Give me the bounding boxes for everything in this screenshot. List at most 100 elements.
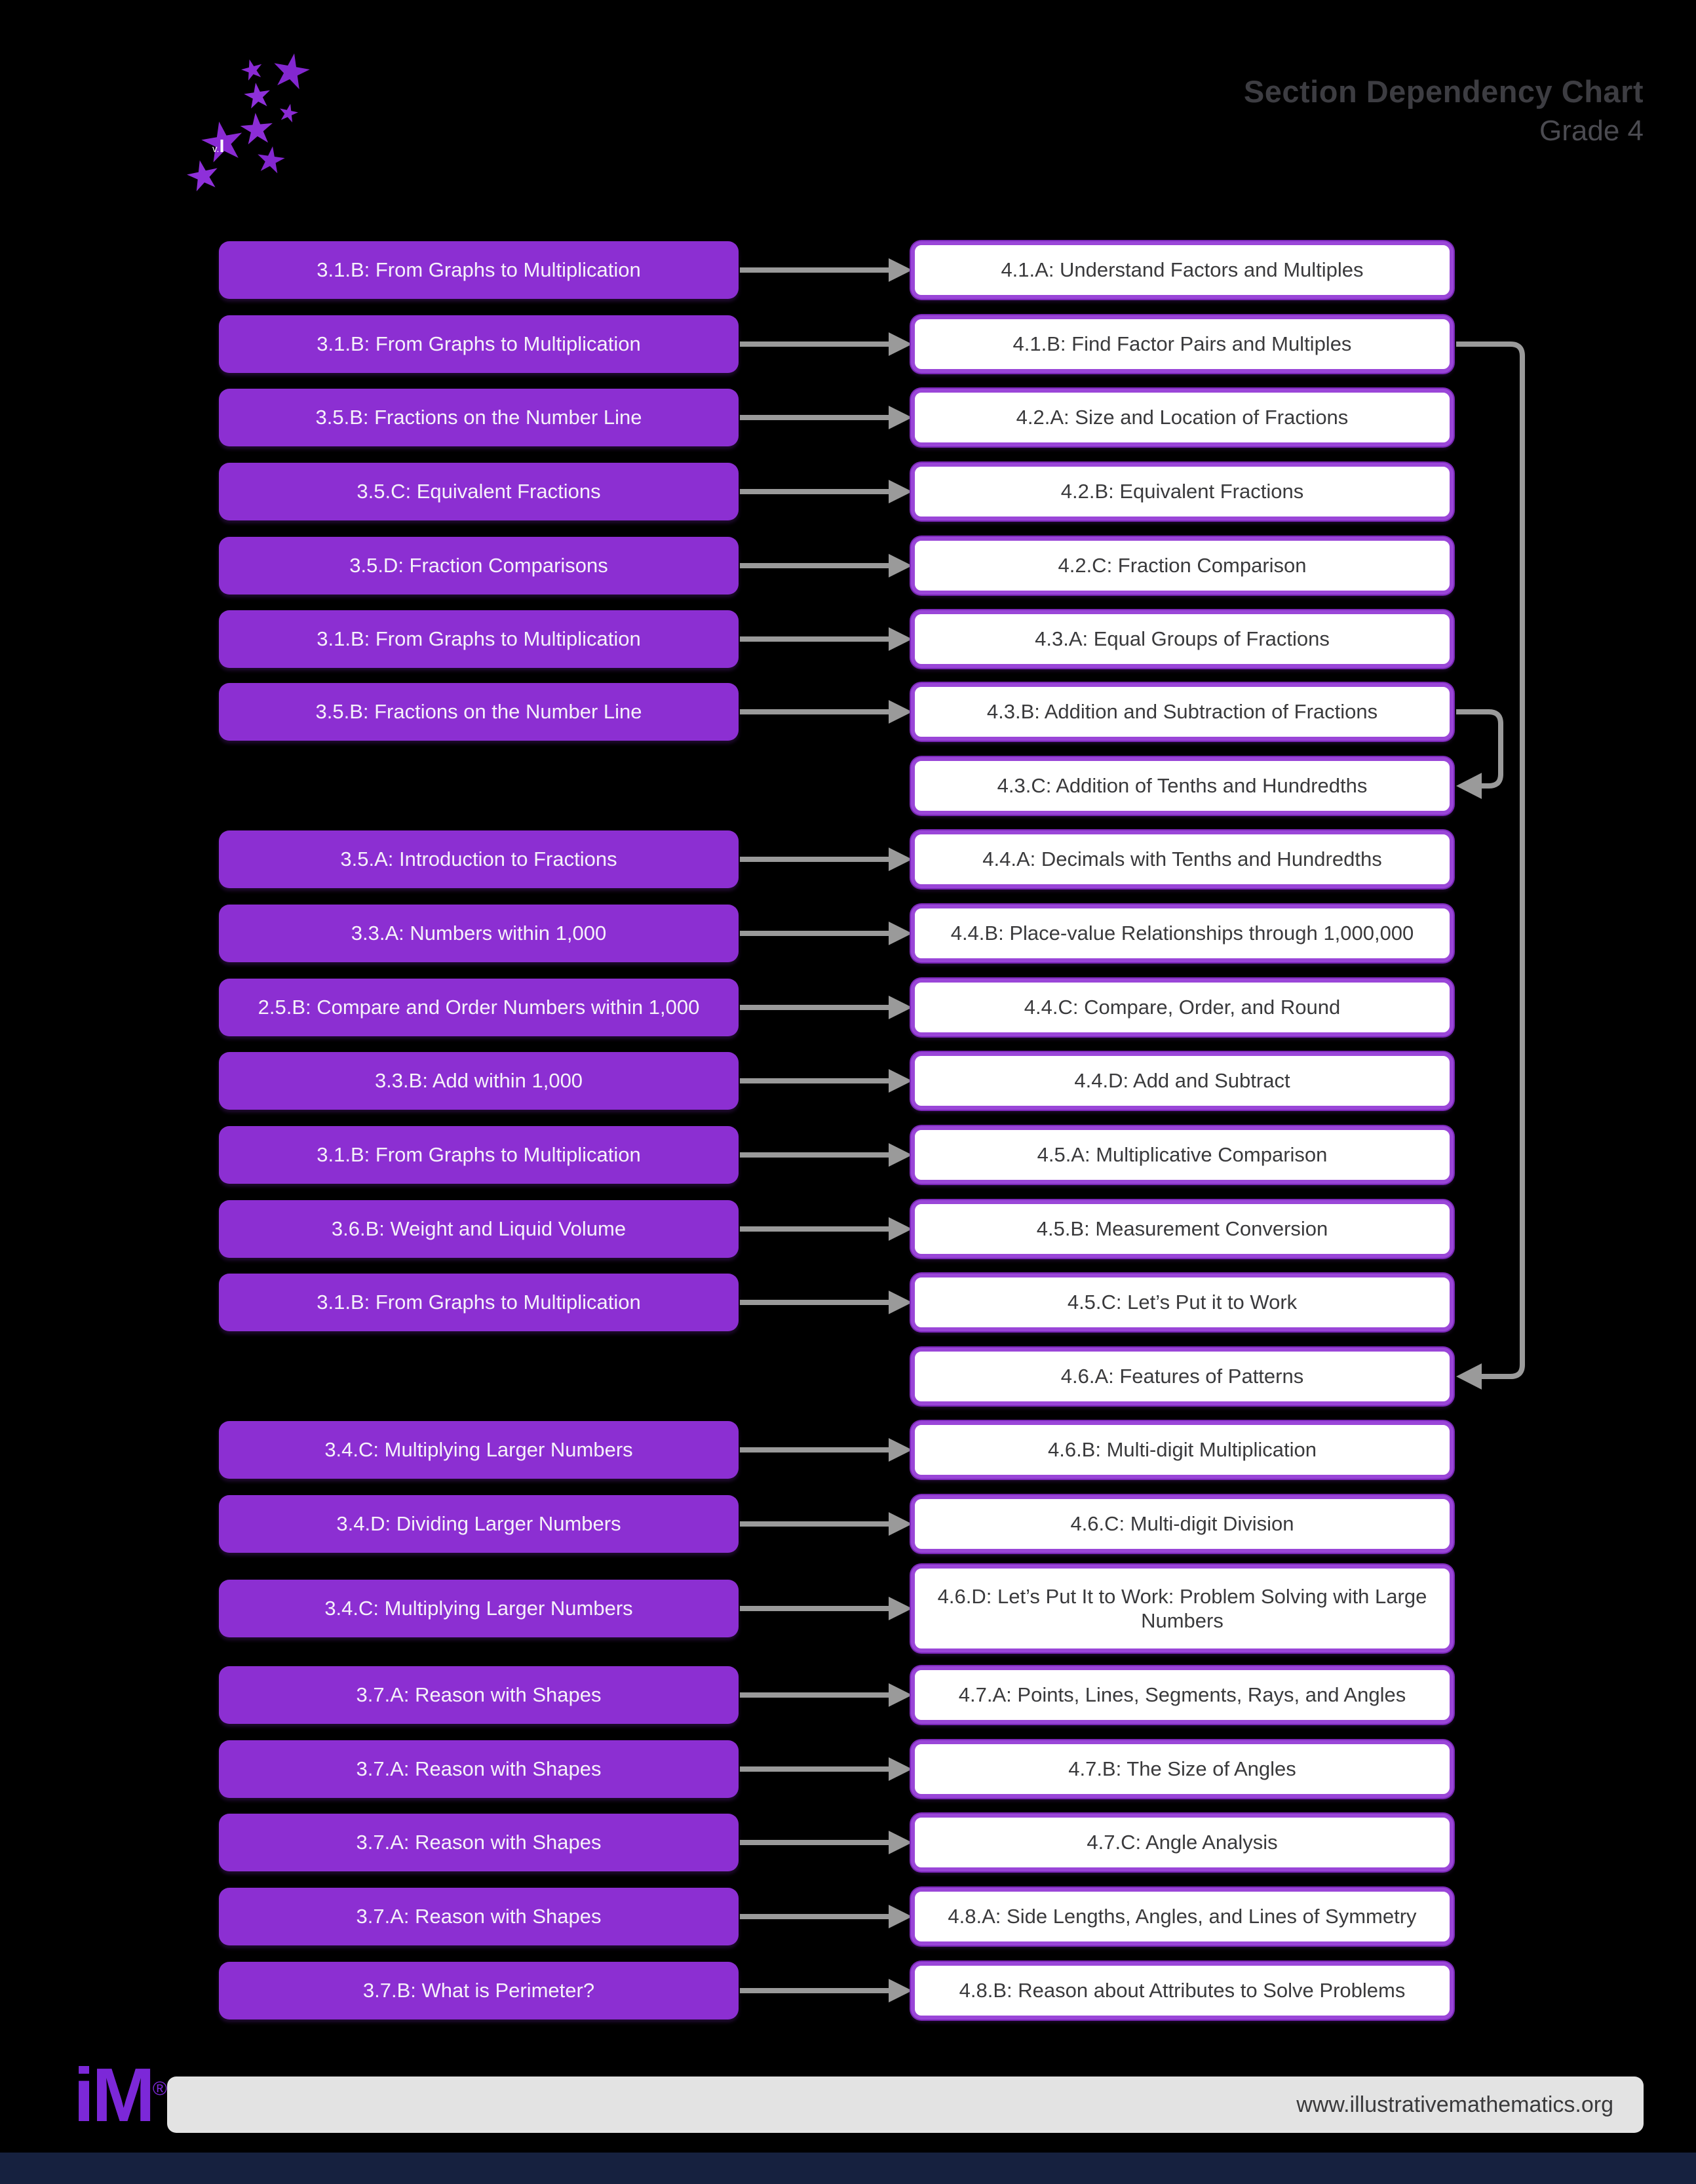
source-section-box: 3.5.B: Fractions on the Number Line	[219, 683, 739, 741]
target-section-label: 4.6.B: Multi-digit Multiplication	[1047, 1438, 1317, 1462]
target-section-box: 4.7.C: Angle Analysis	[911, 1814, 1454, 1871]
source-section-box: 2.5.B: Compare and Order Numbers within …	[219, 979, 739, 1036]
arrow-line	[740, 1606, 892, 1611]
source-section-box: 3.1.B: From Graphs to Multiplication	[219, 315, 739, 373]
dependency-row: 3.1.B: From Graphs to Multiplication 4.3…	[0, 610, 1696, 668]
arrow-head-icon	[889, 1217, 912, 1241]
target-section-label: 4.3.C: Addition of Tenths and Hundredths	[997, 774, 1368, 798]
target-section-box: 4.3.C: Addition of Tenths and Hundredths	[911, 757, 1454, 815]
target-section-label: 4.8.B: Reason about Attributes to Solve …	[959, 1979, 1406, 2002]
source-section-box: 3.5.B: Fractions on the Number Line	[219, 389, 739, 446]
target-section-box: 4.6.A: Features of Patterns	[911, 1348, 1454, 1405]
dependency-row: 3.3.B: Add within 1,000 4.4.D: Add and S…	[0, 1052, 1696, 1110]
source-section-label: 3.5.A: Introduction to Fractions	[340, 848, 617, 870]
arrow-head-icon	[889, 1757, 912, 1781]
source-section-box: 3.4.C: Multiplying Larger Numbers	[219, 1580, 739, 1637]
dependency-row: 3.5.C: Equivalent Fractions 4.2.B: Equiv…	[0, 463, 1696, 520]
source-section-label: 3.7.A: Reason with Shapes	[356, 1757, 602, 1780]
arrow-line	[740, 636, 892, 642]
grade-subtitle: Grade 4	[1539, 115, 1644, 147]
arrow-line	[740, 1692, 892, 1698]
source-section-label: 3.1.B: From Graphs to Multiplication	[317, 1291, 641, 1314]
source-section-box: 3.1.B: From Graphs to Multiplication	[219, 1126, 739, 1184]
dependency-row: 3.7.B: What is Perimeter? 4.8.B: Reason …	[0, 1962, 1696, 2019]
source-section-label: 3.4.C: Multiplying Larger Numbers	[324, 1438, 633, 1461]
source-section-label: 3.5.B: Fractions on the Number Line	[315, 406, 642, 429]
arrow-head-icon	[889, 1683, 912, 1707]
dependency-row: 4.3.C: Addition of Tenths and Hundredths	[0, 757, 1696, 815]
arrow-head-icon	[889, 554, 912, 577]
page-title: Section Dependency Chart	[1243, 74, 1644, 109]
target-section-box: 4.2.B: Equivalent Fractions	[911, 463, 1454, 520]
dependency-row: 3.7.A: Reason with Shapes 4.7.C: Angle A…	[0, 1814, 1696, 1871]
arrow-head-icon	[889, 996, 912, 1019]
source-section-label: 3.6.B: Weight and Liquid Volume	[331, 1217, 626, 1240]
bottom-accent-bar	[0, 2153, 1696, 2184]
source-section-box: 3.4.D: Dividing Larger Numbers	[219, 1495, 739, 1553]
arrow-head-icon	[889, 1979, 912, 2002]
source-section-label: 2.5.B: Compare and Order Numbers within …	[258, 996, 700, 1019]
target-section-label: 4.2.A: Size and Location of Fractions	[1016, 406, 1349, 429]
target-section-box: 4.7.B: The Size of Angles	[911, 1740, 1454, 1798]
target-section-label: 4.5.B: Measurement Conversion	[1036, 1217, 1328, 1241]
target-section-label: 4.5.A: Multiplicative Comparison	[1037, 1143, 1328, 1167]
source-section-box: 3.5.A: Introduction to Fractions	[219, 830, 739, 888]
source-section-label: 3.1.B: From Graphs to Multiplication	[317, 1143, 641, 1166]
target-section-box: 4.4.C: Compare, Order, and Round	[911, 979, 1454, 1036]
arrow-head-icon	[889, 332, 912, 356]
arrow-line	[740, 267, 892, 273]
dependency-row: 3.7.A: Reason with Shapes 4.7.B: The Siz…	[0, 1740, 1696, 1798]
source-section-label: 3.3.B: Add within 1,000	[374, 1069, 583, 1092]
source-section-box: 3.5.C: Equivalent Fractions	[219, 463, 739, 520]
target-section-box: 4.1.A: Understand Factors and Multiples	[911, 241, 1454, 299]
source-section-box: 3.5.D: Fraction Comparisons	[219, 537, 739, 595]
source-section-box: 3.7.A: Reason with Shapes	[219, 1740, 739, 1798]
target-section-box: 4.3.A: Equal Groups of Fractions	[911, 610, 1454, 668]
arrow-head-icon	[889, 1905, 912, 1928]
arrow-head-icon	[889, 922, 912, 945]
source-section-label: 3.7.A: Reason with Shapes	[356, 1831, 602, 1854]
arrow-head-icon	[889, 848, 912, 871]
dependency-row: 3.4.C: Multiplying Larger Numbers 4.6.D:…	[0, 1565, 1696, 1652]
source-section-box: 3.3.A: Numbers within 1,000	[219, 905, 739, 962]
source-section-box: 3.1.B: From Graphs to Multiplication	[219, 241, 739, 299]
target-section-label: 4.6.D: Let’s Put It to Work: Problem Sol…	[937, 1584, 1427, 1632]
arrow-line	[740, 1521, 892, 1527]
arrow-head-icon	[889, 406, 912, 429]
source-section-box: 3.7.A: Reason with Shapes	[219, 1888, 739, 1945]
source-section-box: 3.4.C: Multiplying Larger Numbers	[219, 1421, 739, 1479]
dependency-row: 3.1.B: From Graphs to Multiplication 4.5…	[0, 1126, 1696, 1184]
target-section-label: 4.3.B: Addition and Subtraction of Fract…	[986, 700, 1378, 724]
source-section-label: 3.5.C: Equivalent Fractions	[357, 480, 601, 503]
target-section-box: 4.2.A: Size and Location of Fractions	[911, 389, 1454, 446]
target-section-box: 4.6.B: Multi-digit Multiplication	[911, 1421, 1454, 1479]
arrow-head-icon	[889, 700, 912, 724]
dependency-row: 4.6.A: Features of Patterns	[0, 1348, 1696, 1405]
source-section-box: 3.6.B: Weight and Liquid Volume	[219, 1200, 739, 1258]
dependency-row: 3.4.D: Dividing Larger Numbers 4.6.C: Mu…	[0, 1495, 1696, 1553]
source-section-label: 3.5.D: Fraction Comparisons	[349, 554, 608, 577]
target-section-label: 4.7.B: The Size of Angles	[1068, 1757, 1296, 1781]
registered-mark: ®	[152, 2078, 167, 2100]
dependency-row: 3.4.C: Multiplying Larger Numbers 4.6.B:…	[0, 1421, 1696, 1479]
arrow-head-icon	[889, 258, 912, 282]
target-section-box: 4.8.A: Side Lengths, Angles, and Lines o…	[911, 1888, 1454, 1945]
target-section-box: 4.5.A: Multiplicative Comparison	[911, 1126, 1454, 1184]
im-logo-text: iM	[73, 2052, 155, 2137]
arrow-head-icon	[889, 627, 912, 651]
source-section-label: 3.5.B: Fractions on the Number Line	[315, 700, 642, 723]
arrow-head-icon	[889, 1069, 912, 1093]
source-section-label: 3.1.B: From Graphs to Multiplication	[317, 332, 641, 355]
arrow-line	[740, 415, 892, 420]
arrow-line	[740, 1300, 892, 1305]
footer-url: www.illustrativemathematics.org	[1296, 2092, 1613, 2117]
target-section-label: 4.5.C: Let’s Put it to Work	[1067, 1291, 1298, 1314]
arrow-head-icon	[889, 1143, 912, 1167]
target-section-box: 4.7.A: Points, Lines, Segments, Rays, an…	[911, 1666, 1454, 1724]
arrow-line	[740, 1078, 892, 1083]
arrow-line	[740, 341, 892, 347]
source-section-box: 3.7.A: Reason with Shapes	[219, 1666, 739, 1724]
source-section-label: 3.7.B: What is Perimeter?	[362, 1979, 595, 2002]
